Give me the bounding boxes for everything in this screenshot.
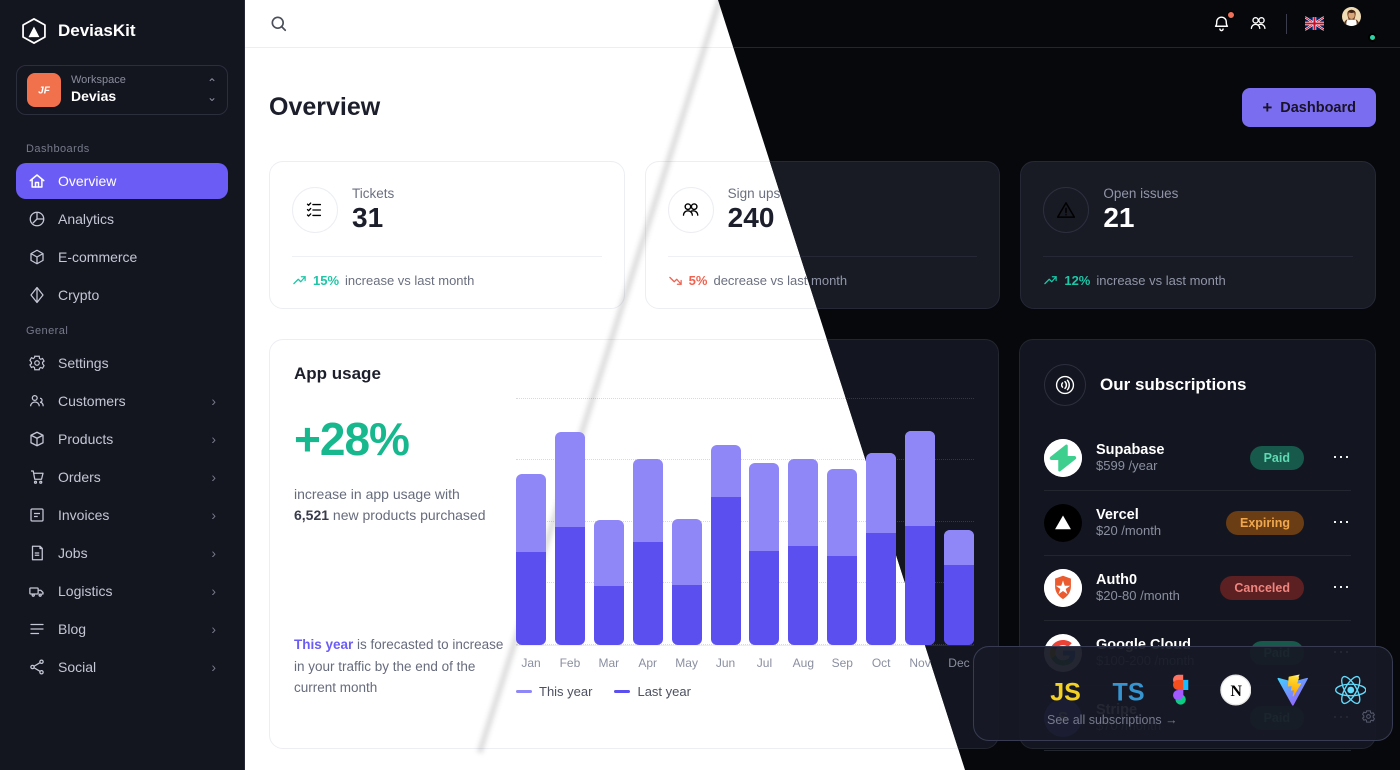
svg-text:JS: JS [1050, 678, 1081, 706]
svg-text:JF: JF [38, 85, 51, 96]
svg-text:TS: TS [1113, 678, 1145, 706]
svg-text:N: N [1230, 683, 1242, 700]
